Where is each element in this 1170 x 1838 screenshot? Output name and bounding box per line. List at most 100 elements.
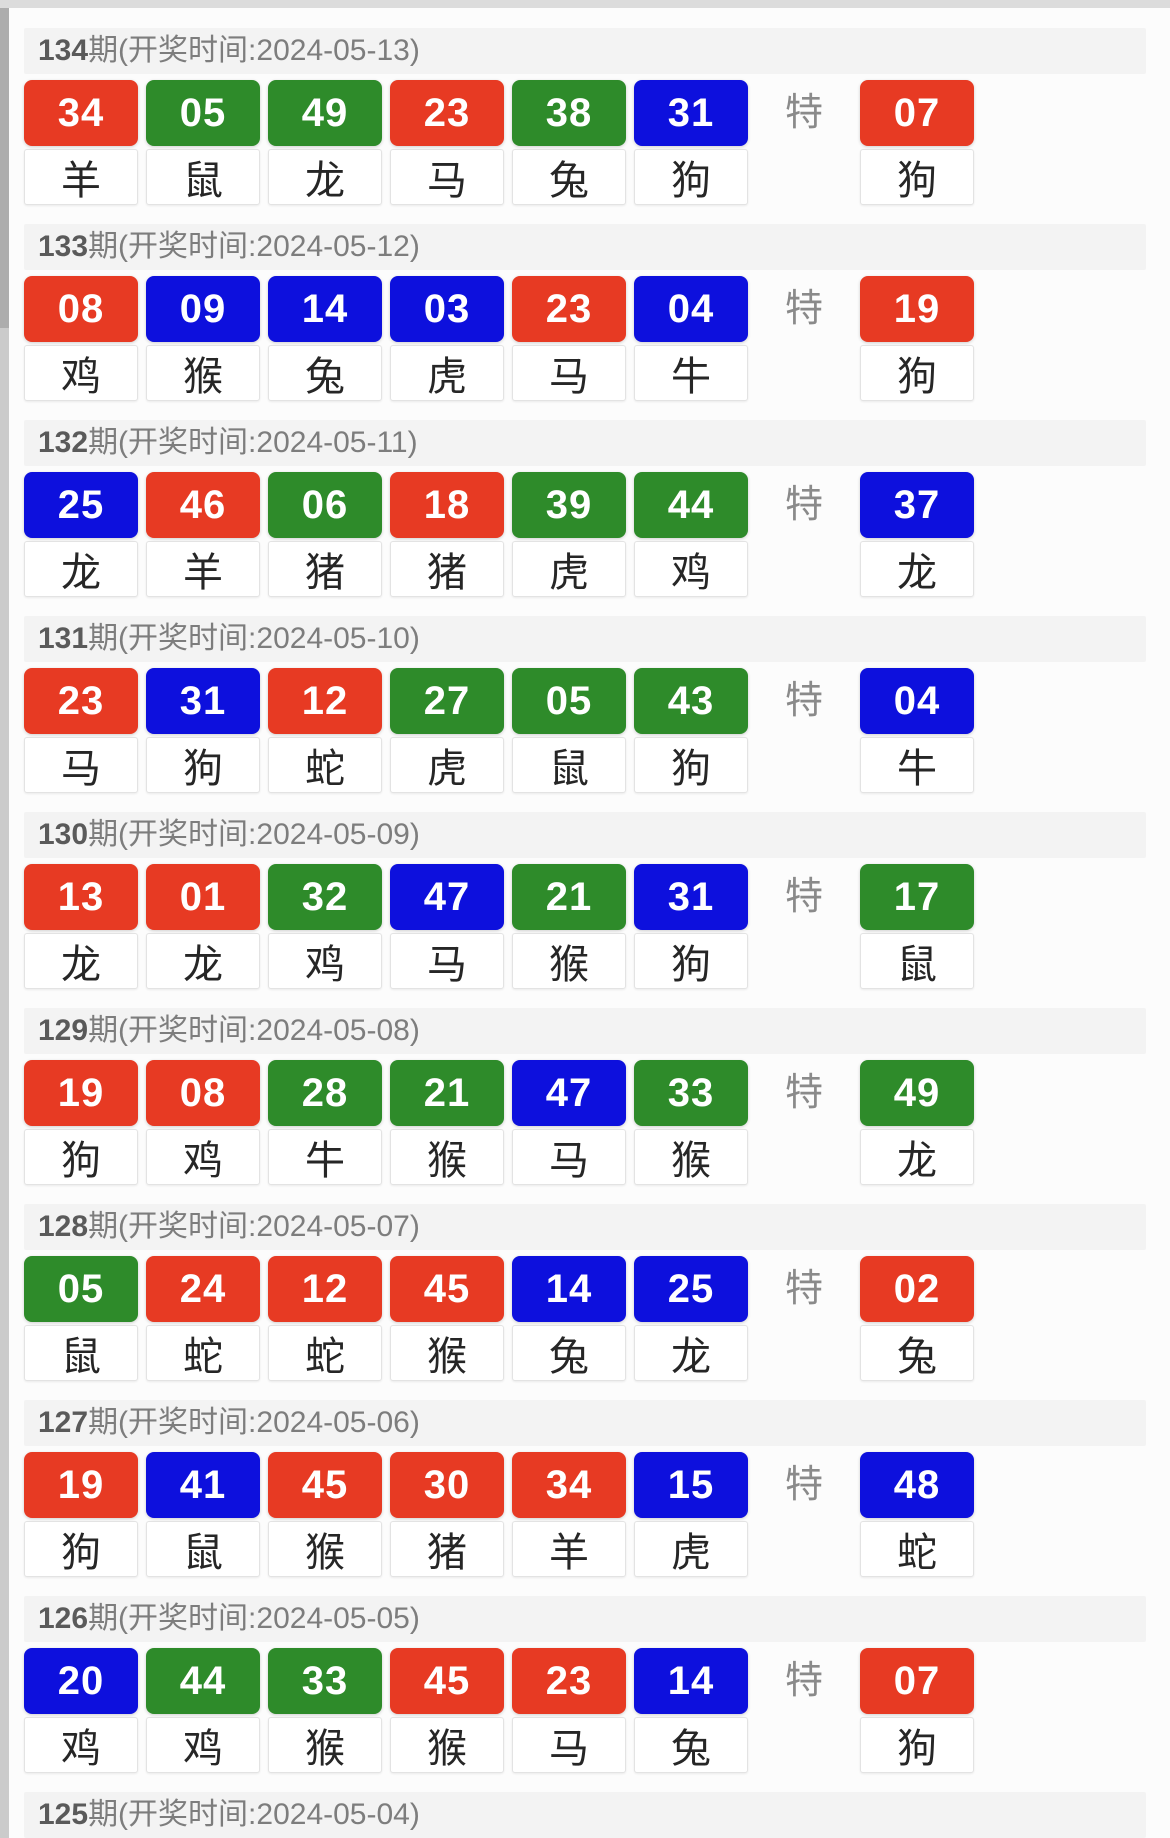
ball-column: 25 龙 bbox=[24, 472, 138, 597]
ball-zodiac: 狗 bbox=[634, 149, 748, 205]
ball-number: 47 bbox=[512, 1060, 626, 1126]
period-title-rest: 期(开奖时间:2024-05-13) bbox=[88, 34, 420, 67]
special-ball-column: 04 牛 bbox=[860, 668, 974, 793]
ball-zodiac: 龙 bbox=[268, 149, 382, 205]
ball-zodiac: 猴 bbox=[390, 1129, 504, 1185]
ball-number: 24 bbox=[146, 1256, 260, 1322]
ball-number: 25 bbox=[634, 1256, 748, 1322]
period-title-rest: 期(开奖时间:2024-05-09) bbox=[88, 818, 420, 851]
ball-number: 02 bbox=[860, 1256, 974, 1322]
ball-zodiac: 猴 bbox=[512, 933, 626, 989]
ball-number: 45 bbox=[390, 1648, 504, 1714]
ball-zodiac: 龙 bbox=[634, 1325, 748, 1381]
ball-number: 32 bbox=[268, 864, 382, 930]
ball-column: 23 马 bbox=[512, 276, 626, 401]
special-ball-column: 37 龙 bbox=[860, 472, 974, 597]
period-header: 132期(开奖时间:2024-05-11) bbox=[24, 420, 1146, 466]
period-section: 129期(开奖时间:2024-05-08) 19 狗 08 鸡 28 牛 21 … bbox=[24, 1008, 1146, 1185]
ball-zodiac: 牛 bbox=[634, 345, 748, 401]
ball-zodiac: 鸡 bbox=[634, 541, 748, 597]
ball-number: 12 bbox=[268, 668, 382, 734]
left-scrollbar[interactable] bbox=[0, 8, 9, 1838]
ball-zodiac: 猪 bbox=[390, 1521, 504, 1577]
period-number: 133 bbox=[38, 230, 89, 263]
ball-zodiac: 兔 bbox=[268, 345, 382, 401]
ball-number: 01 bbox=[146, 864, 260, 930]
special-ball-column: 17 鼠 bbox=[860, 864, 974, 989]
period-title-rest: 期(开奖时间:2024-05-06) bbox=[88, 1406, 420, 1439]
ball-column: 12 蛇 bbox=[268, 668, 382, 793]
ball-zodiac: 猴 bbox=[634, 1129, 748, 1185]
ball-number: 18 bbox=[390, 472, 504, 538]
ball-column: 49 龙 bbox=[268, 80, 382, 205]
ball-number: 25 bbox=[24, 472, 138, 538]
ball-column: 19 狗 bbox=[24, 1060, 138, 1185]
ball-number: 47 bbox=[390, 864, 504, 930]
balls-row: 19 狗 41 鼠 45 猴 30 猪 34 羊 15 虎 特 48 蛇 bbox=[24, 1452, 974, 1577]
ball-number: 44 bbox=[146, 1648, 260, 1714]
ball-column: 05 鼠 bbox=[24, 1256, 138, 1381]
ball-number: 08 bbox=[146, 1060, 260, 1126]
period-section: 131期(开奖时间:2024-05-10) 23 马 31 狗 12 蛇 27 … bbox=[24, 616, 1146, 793]
ball-number: 06 bbox=[268, 472, 382, 538]
ball-zodiac: 虎 bbox=[390, 345, 504, 401]
period-section: 126期(开奖时间:2024-05-05) 20 鸡 44 鸡 33 猴 45 … bbox=[24, 1596, 1146, 1773]
ball-zodiac: 虎 bbox=[634, 1521, 748, 1577]
balls-row: 13 龙 01 龙 32 鸡 47 马 21 猴 31 狗 特 17 鼠 bbox=[24, 864, 974, 989]
special-ball-column: 19 狗 bbox=[860, 276, 974, 401]
ball-zodiac: 马 bbox=[24, 737, 138, 793]
ball-number: 17 bbox=[860, 864, 974, 930]
period-header: 127期(开奖时间:2024-05-06) bbox=[24, 1400, 1146, 1446]
ball-zodiac: 鸡 bbox=[24, 345, 138, 401]
ball-number: 49 bbox=[268, 80, 382, 146]
ball-zodiac: 兔 bbox=[512, 149, 626, 205]
ball-column: 04 牛 bbox=[634, 276, 748, 401]
ball-zodiac: 鼠 bbox=[146, 149, 260, 205]
ball-zodiac: 兔 bbox=[634, 1717, 748, 1773]
balls-row: 23 马 31 狗 12 蛇 27 虎 05 鼠 43 狗 特 04 牛 bbox=[24, 668, 974, 793]
ball-column: 14 兔 bbox=[512, 1256, 626, 1381]
ball-zodiac: 马 bbox=[390, 149, 504, 205]
ball-number: 20 bbox=[24, 1648, 138, 1714]
ball-zodiac: 狗 bbox=[24, 1129, 138, 1185]
ball-column: 30 猪 bbox=[390, 1452, 504, 1577]
ball-zodiac: 牛 bbox=[268, 1129, 382, 1185]
ball-column: 21 猴 bbox=[390, 1060, 504, 1185]
scrollbar-thumb[interactable] bbox=[0, 8, 9, 328]
period-title-rest: 期(开奖时间:2024-05-04) bbox=[88, 1798, 420, 1831]
ball-zodiac: 猴 bbox=[268, 1521, 382, 1577]
period-section: 127期(开奖时间:2024-05-06) 19 狗 41 鼠 45 猴 30 … bbox=[24, 1400, 1146, 1577]
ball-column: 41 鼠 bbox=[146, 1452, 260, 1577]
ball-number: 21 bbox=[512, 864, 626, 930]
ball-number: 45 bbox=[268, 1452, 382, 1518]
ball-number: 19 bbox=[860, 276, 974, 342]
ball-number: 49 bbox=[860, 1060, 974, 1126]
ball-number: 44 bbox=[634, 472, 748, 538]
ball-zodiac: 狗 bbox=[146, 737, 260, 793]
ball-zodiac: 龙 bbox=[24, 541, 138, 597]
ball-zodiac: 龙 bbox=[146, 933, 260, 989]
period-number: 134 bbox=[38, 34, 89, 67]
ball-column: 39 虎 bbox=[512, 472, 626, 597]
ball-zodiac: 蛇 bbox=[268, 737, 382, 793]
ball-column: 01 龙 bbox=[146, 864, 260, 989]
special-label: 特 bbox=[784, 1464, 823, 1506]
period-section: 130期(开奖时间:2024-05-09) 13 龙 01 龙 32 鸡 47 … bbox=[24, 812, 1146, 989]
period-section: 128期(开奖时间:2024-05-07) 05 鼠 24 蛇 12 蛇 45 … bbox=[24, 1204, 1146, 1381]
period-section: 133期(开奖时间:2024-05-12) 08 鸡 09 猴 14 兔 03 … bbox=[24, 224, 1146, 401]
ball-number: 23 bbox=[390, 80, 504, 146]
special-label: 特 bbox=[784, 92, 823, 134]
ball-column: 23 马 bbox=[390, 80, 504, 205]
ball-column: 06 猪 bbox=[268, 472, 382, 597]
ball-column: 45 猴 bbox=[390, 1648, 504, 1773]
ball-column: 44 鸡 bbox=[634, 472, 748, 597]
ball-column: 46 羊 bbox=[146, 472, 260, 597]
special-label: 特 bbox=[784, 1072, 823, 1114]
ball-number: 05 bbox=[146, 80, 260, 146]
ball-number: 23 bbox=[24, 668, 138, 734]
ball-number: 33 bbox=[634, 1060, 748, 1126]
ball-zodiac: 狗 bbox=[860, 345, 974, 401]
ball-zodiac: 鸡 bbox=[146, 1717, 260, 1773]
ball-number: 04 bbox=[860, 668, 974, 734]
special-label: 特 bbox=[784, 1660, 823, 1702]
